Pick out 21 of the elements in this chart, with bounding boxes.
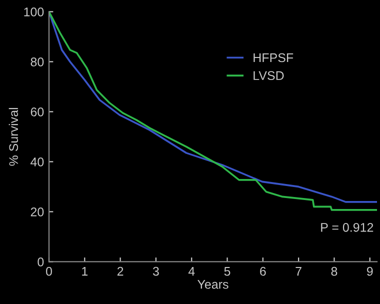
- y-tick-label: 0: [38, 258, 44, 266]
- x-tick-label: 1: [82, 267, 88, 276]
- x-tick-label: 5: [224, 267, 230, 276]
- x-tick-label: 8: [331, 266, 338, 276]
- y-tick-label: 40: [30, 158, 44, 166]
- annotation: P = 0.912: [321, 222, 374, 232]
- x-tick-label: 9: [366, 266, 373, 276]
- y-tick-label: 80: [30, 58, 44, 66]
- x-tick-label: 3: [152, 266, 159, 276]
- y-tick-label: 100: [24, 8, 44, 16]
- x-tick-label: 7: [296, 267, 302, 276]
- x-tick-label: 0: [46, 266, 52, 276]
- x-axis-title: Years: [198, 280, 228, 289]
- x-tick-label: 2: [117, 266, 124, 276]
- legend-label: LVSD: [254, 71, 284, 80]
- legend-label: HFPSF: [254, 53, 294, 62]
- y-tick-label: 60: [30, 108, 44, 116]
- x-tick-label: 4: [188, 267, 195, 276]
- y-tick-label: 20: [30, 208, 44, 216]
- x-tick-label: 6: [260, 266, 266, 276]
- y-axis-title: % Survival: [8, 108, 18, 166]
